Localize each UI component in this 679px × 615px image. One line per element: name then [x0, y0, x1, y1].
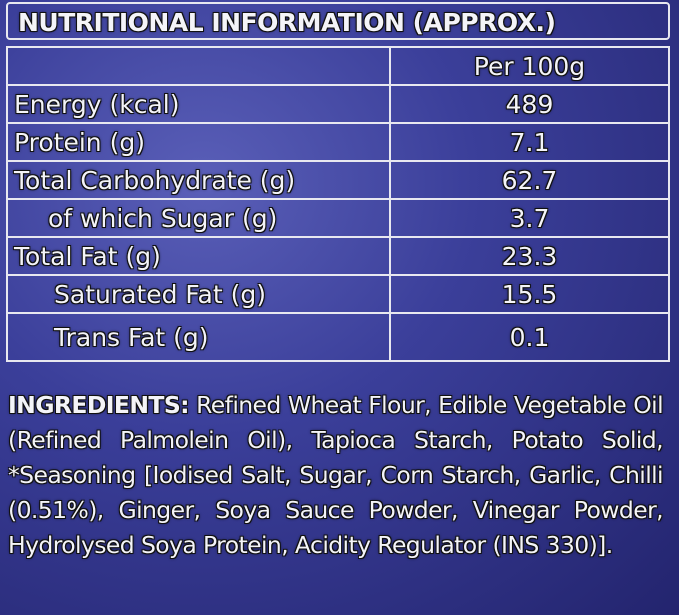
row: Energy (kcal) 489 [6, 84, 670, 124]
amount: 7.1 [389, 122, 670, 162]
ingredients-label: INGREDIENTS: [8, 391, 190, 419]
title: NUTRITIONAL INFORMATION (APPROX.) [6, 2, 670, 40]
row: of which Sugar (g) 3.7 [6, 198, 670, 238]
amount: 62.7 [389, 160, 670, 200]
nutrient: Saturated Fat (g) [6, 274, 391, 314]
nutrient: of which Sugar (g) [6, 198, 391, 238]
ingredients: INGREDIENTS: Refined Wheat Flour, Edible… [8, 388, 664, 563]
header-row: Per 100g [6, 46, 670, 86]
amount: 0.1 [389, 312, 670, 362]
header-cell: Per 100g [389, 46, 670, 86]
row: Total Fat (g) 23.3 [6, 236, 670, 276]
nutrient: Trans Fat (g) [6, 312, 391, 362]
empty-cell [6, 46, 391, 86]
row: Total Carbohydrate (g) 62.7 [6, 160, 670, 200]
nutrient: Total Carbohydrate (g) [6, 160, 391, 200]
amount: 15.5 [389, 274, 670, 314]
amount: 3.7 [389, 198, 670, 238]
row: Trans Fat (g) 0.1 [6, 312, 670, 362]
row: Saturated Fat (g) 15.5 [6, 274, 670, 314]
amount: 489 [389, 84, 670, 124]
amount: 23.3 [389, 236, 670, 276]
ingredients-text: Refined Wheat Flour, Edible Vegetable Oi… [8, 391, 664, 559]
nutrition-table: Per 100g Energy (kcal) 489 Protein (g) 7.1… [6, 46, 670, 362]
nutrient: Energy (kcal) [6, 84, 391, 124]
row: Protein (g) 7.1 [6, 122, 670, 162]
nutrient: Total Fat (g) [6, 236, 391, 276]
nutrient: Protein (g) [6, 122, 391, 162]
